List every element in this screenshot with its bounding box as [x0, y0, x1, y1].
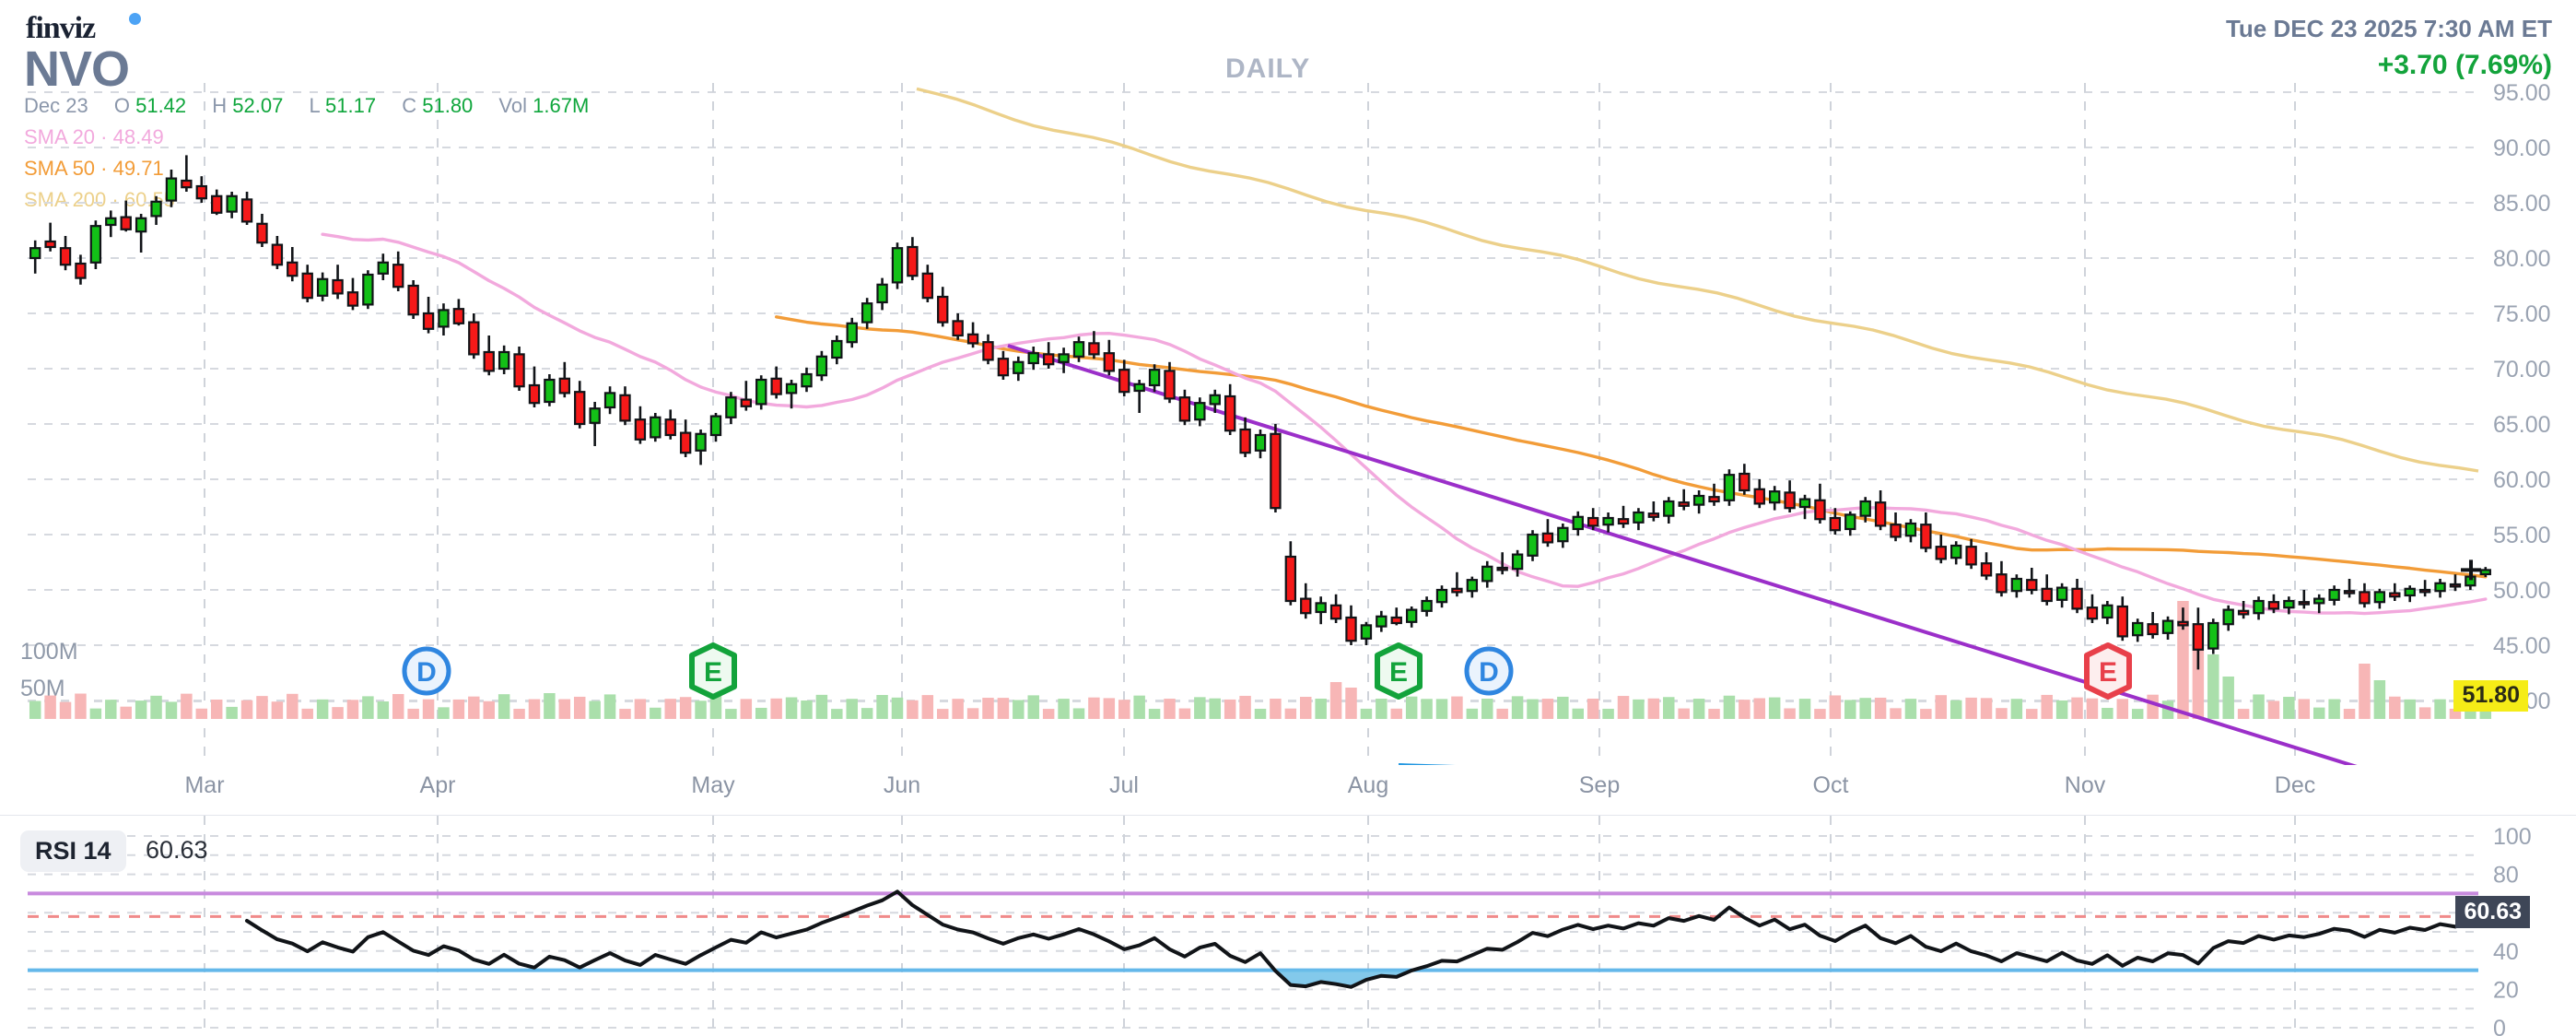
- sma-20-value: 48.49: [112, 125, 164, 148]
- rsi-label-badge[interactable]: RSI 14: [20, 830, 126, 872]
- price-chart-svg[interactable]: 95.00 90.00 85.00 80.00 75.00 70.00 65.00 60.00…: [0, 83, 2576, 765]
- rsi-current-value: 60.63: [146, 836, 208, 864]
- high-value: 52.07: [232, 94, 284, 117]
- trendlines: [1007, 344, 2358, 765]
- candlesticks: [29, 155, 2491, 670]
- svg-text:80.00: 80.00: [2493, 246, 2551, 272]
- svg-text:0: 0: [2493, 1016, 2506, 1036]
- date-axis: Mar Apr May Jun Jul Aug Sep Oct Nov Dec: [0, 763, 2576, 815]
- rsi-chart-svg[interactable]: 100 80 40 20 0: [0, 816, 2576, 1036]
- volume-bars: [29, 601, 2492, 719]
- vertical-gridlines: [204, 83, 2296, 765]
- open-label: O: [113, 94, 130, 117]
- svg-text:50M: 50M: [20, 676, 65, 701]
- price-axis-labels: 95.00 90.00 85.00 80.00 75.00 70.00 65.00 60.00…: [2493, 83, 2551, 714]
- rsi-value-badge: 60.63: [2455, 895, 2530, 928]
- svg-text:E: E: [2099, 657, 2117, 688]
- sma-50-sep: ·: [100, 157, 108, 180]
- svg-text:100: 100: [2493, 824, 2532, 850]
- rsi-axis-labels: 100 80 40 20 0: [2493, 824, 2532, 1036]
- svg-text:65.00: 65.00: [2493, 412, 2551, 438]
- sma-20-name: SMA 20: [24, 125, 96, 148]
- volume-axis-labels: 100M 50M: [20, 639, 78, 701]
- svg-text:D: D: [416, 657, 437, 688]
- svg-text:90.00: 90.00: [2493, 135, 2551, 161]
- svg-text:55.00: 55.00: [2493, 523, 2551, 548]
- svg-text:60.00: 60.00: [2493, 467, 2551, 493]
- current-price-tag: 51.80: [2453, 680, 2528, 712]
- timeframe-watermark: DAILY: [1225, 53, 1311, 84]
- low-value: 51.17: [325, 94, 377, 117]
- ohlc-legend: Dec 23 O 51.42 H 52.07 L 51.17 C 51.80 V…: [24, 94, 589, 118]
- ticker-symbol[interactable]: NVO: [24, 41, 130, 97]
- svg-text:100M: 100M: [20, 639, 78, 665]
- rsi-line: [245, 889, 2488, 989]
- svg-text:40: 40: [2493, 939, 2519, 965]
- close-label: C: [402, 94, 417, 117]
- sma-200-name: SMA 200: [24, 188, 107, 211]
- svg-text:Apr: Apr: [420, 772, 456, 798]
- rsi-oversold-fill: [1275, 970, 1412, 987]
- current-price-marker: [2461, 559, 2481, 581]
- svg-text:70.00: 70.00: [2493, 357, 2551, 383]
- svg-text:80: 80: [2493, 863, 2519, 889]
- rsi-threshold-lines: [28, 891, 2478, 972]
- finviz-logo[interactable]: finviz: [26, 11, 96, 45]
- open-value: 51.42: [135, 94, 187, 117]
- low-label: L: [309, 94, 320, 117]
- svg-text:45.00: 45.00: [2493, 633, 2551, 659]
- volume-value: 1.67M: [533, 94, 590, 117]
- volume-label: Vol: [498, 94, 528, 117]
- svg-text:Sep: Sep: [1579, 772, 1620, 798]
- logo-dot-icon: [129, 13, 141, 25]
- svg-text:Oct: Oct: [1813, 772, 1849, 798]
- market-datetime: Tue DEC 23 2025 7:30 AM ET: [2225, 15, 2552, 42]
- svg-text:85.00: 85.00: [2493, 191, 2551, 217]
- svg-text:Mar: Mar: [184, 772, 224, 798]
- rsi-gridlines: [28, 816, 2478, 1029]
- price-change: +3.70 (7.69%): [2377, 50, 2552, 80]
- sma-20-sep: ·: [100, 125, 108, 148]
- sma-200-sep: ·: [111, 188, 119, 211]
- sma-50-legend[interactable]: SMA 50 · 49.71: [24, 157, 164, 181]
- svg-text:Nov: Nov: [2065, 772, 2106, 798]
- svg-text:20: 20: [2493, 977, 2519, 1003]
- sma-20-legend[interactable]: SMA 20 · 48.49: [24, 125, 164, 149]
- sma-50-value: 49.71: [112, 157, 164, 180]
- svg-text:Aug: Aug: [1348, 772, 1388, 798]
- svg-text:Jun: Jun: [884, 772, 920, 798]
- svg-text:75.00: 75.00: [2493, 301, 2551, 327]
- svg-text:May: May: [691, 772, 735, 798]
- svg-text:95.00: 95.00: [2493, 83, 2551, 106]
- svg-text:D: D: [1479, 657, 1499, 688]
- sma-50-name: SMA 50: [24, 157, 96, 180]
- month-tick-labels: Mar Apr May Jun Jul Aug Sep Oct Nov Dec: [184, 772, 2315, 798]
- svg-text:E: E: [704, 657, 722, 688]
- sma-20-line: [321, 232, 2488, 616]
- sma-200-line: [916, 87, 2479, 473]
- price-chart-panel[interactable]: 95.00 90.00 85.00 80.00 75.00 70.00 65.00 60.00…: [0, 83, 2576, 765]
- ohlc-date: Dec 23: [24, 94, 88, 117]
- horizontal-gridlines: [28, 91, 2478, 702]
- high-label: H: [212, 94, 228, 117]
- svg-text:Jul: Jul: [1109, 772, 1139, 798]
- svg-text:Dec: Dec: [2275, 772, 2315, 798]
- svg-text:50.00: 50.00: [2493, 578, 2551, 604]
- svg-text:E: E: [1389, 657, 1408, 688]
- rsi-panel[interactable]: RSI 14 60.63 100 80 40 20 0 60.63: [0, 815, 2576, 1036]
- close-value: 51.80: [422, 94, 474, 117]
